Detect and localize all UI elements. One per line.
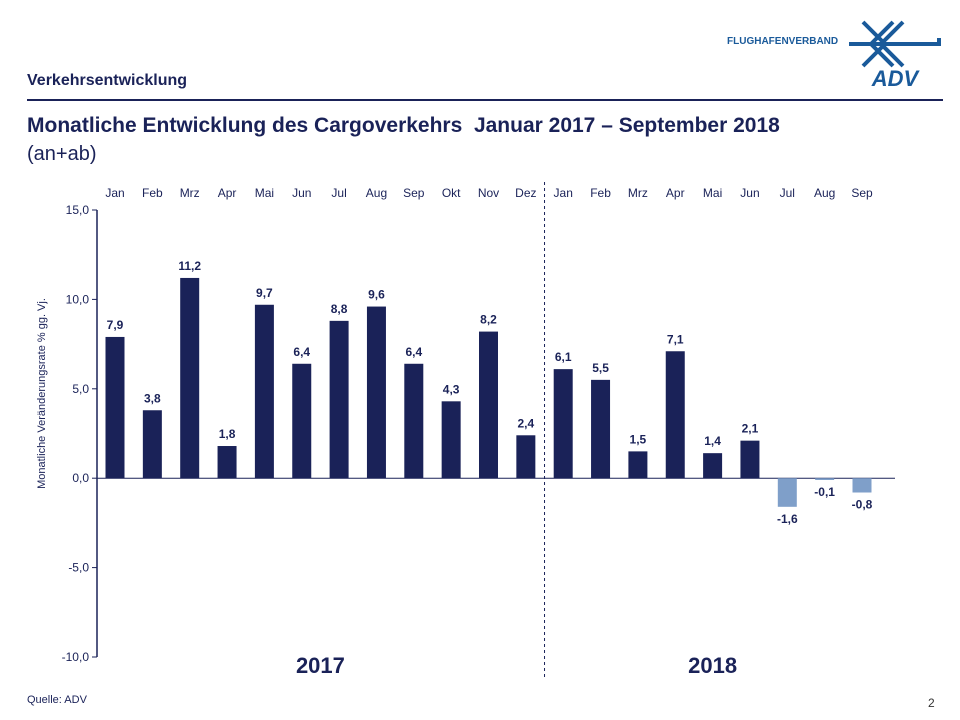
logo-text: FLUGHAFENVERBAND xyxy=(727,36,839,47)
data-label: 7,1 xyxy=(667,332,684,346)
adv-logo: ADV xyxy=(849,20,941,90)
data-label: -0,1 xyxy=(814,485,835,499)
svg-text:ADV: ADV xyxy=(871,66,921,90)
data-label: -0,8 xyxy=(852,498,873,512)
data-label: 9,7 xyxy=(256,286,273,300)
bar xyxy=(479,331,498,479)
year-label: 2018 xyxy=(688,653,737,678)
x-tick-label: Nov xyxy=(478,186,499,200)
data-label: 8,8 xyxy=(331,302,348,316)
chart-title: Monatliche Entwicklung des Cargoverkehrs… xyxy=(27,114,780,137)
data-label: 9,6 xyxy=(368,288,385,302)
bar xyxy=(142,410,162,479)
x-tick-label: Apr xyxy=(666,186,685,200)
x-tick-label: Feb xyxy=(142,186,163,200)
bar xyxy=(777,478,797,507)
bar xyxy=(254,304,274,479)
x-tick-label: Sep xyxy=(851,186,873,200)
data-label: 6,4 xyxy=(405,345,422,359)
bar xyxy=(105,336,125,479)
bar xyxy=(516,435,536,479)
y-axis-label: Monatliche Veränderungsrate % gg. Vj. xyxy=(36,298,48,489)
bar xyxy=(628,451,648,479)
data-label: 5,5 xyxy=(592,361,609,375)
x-tick-label: Jul xyxy=(331,186,346,200)
section-title: Verkehrsentwicklung xyxy=(27,72,188,89)
y-tick-label: 10,0 xyxy=(66,292,90,306)
y-tick-label: 15,0 xyxy=(66,203,90,217)
x-tick-label: Jan xyxy=(554,186,573,200)
source-note: Quelle: ADV xyxy=(27,694,87,706)
x-tick-label: Jun xyxy=(292,186,311,200)
x-tick-label: Aug xyxy=(814,186,835,200)
bar xyxy=(740,440,760,479)
x-tick-label: Mrz xyxy=(180,186,200,200)
x-tick-label: Dez xyxy=(515,186,536,200)
bar xyxy=(404,363,424,479)
bar xyxy=(366,306,386,479)
bar xyxy=(591,379,611,479)
data-label: 1,5 xyxy=(630,432,647,446)
bar xyxy=(703,453,723,479)
x-tick-label: Jun xyxy=(740,186,759,200)
data-label: 4,3 xyxy=(443,382,460,396)
page-number: 2 xyxy=(928,696,935,710)
data-label: 2,4 xyxy=(518,416,535,430)
data-label: 7,9 xyxy=(107,318,124,332)
bar xyxy=(815,478,835,480)
bar xyxy=(665,351,685,479)
x-tick-label: Aug xyxy=(366,186,387,200)
x-tick-label: Okt xyxy=(442,186,461,200)
y-tick-label: 0,0 xyxy=(72,471,89,485)
y-tick-label: -5,0 xyxy=(68,561,89,575)
bar xyxy=(852,478,872,493)
x-tick-label: Mrz xyxy=(628,186,648,200)
chart-subtitle: (an+ab) xyxy=(27,143,97,165)
year-label: 2017 xyxy=(296,653,345,678)
data-label: 1,8 xyxy=(219,427,236,441)
y-tick-label: 5,0 xyxy=(72,382,89,396)
data-label: 6,1 xyxy=(555,350,572,364)
data-label: 2,1 xyxy=(742,422,759,436)
x-tick-label: Apr xyxy=(218,186,237,200)
x-tick-label: Sep xyxy=(403,186,425,200)
bar xyxy=(292,363,312,479)
x-tick-label: Mai xyxy=(703,186,722,200)
bar xyxy=(217,446,237,479)
x-tick-label: Mai xyxy=(255,186,274,200)
data-label: 1,4 xyxy=(704,434,721,448)
bar xyxy=(441,401,461,479)
bar xyxy=(329,320,349,479)
x-tick-label: Jul xyxy=(780,186,795,200)
data-label: 6,4 xyxy=(293,345,310,359)
data-label: 8,2 xyxy=(480,313,497,327)
bar xyxy=(180,277,200,479)
data-label: 3,8 xyxy=(144,391,161,405)
header-divider xyxy=(27,99,943,101)
y-tick-label: -10,0 xyxy=(62,650,90,664)
bar xyxy=(553,369,573,479)
data-label: -1,6 xyxy=(777,512,798,526)
x-tick-label: Feb xyxy=(590,186,611,200)
x-tick-label: Jan xyxy=(105,186,124,200)
data-label: 11,2 xyxy=(178,259,201,273)
